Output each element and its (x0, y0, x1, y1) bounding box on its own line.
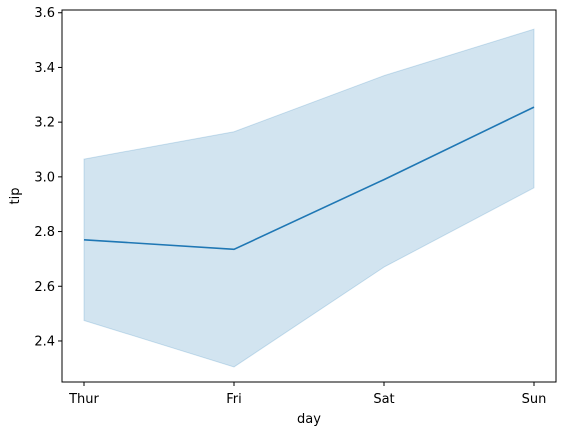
series-line (83, 106, 535, 251)
y-tick-label: 3.2 (34, 116, 55, 131)
x-tick-label: Thur (68, 392, 99, 407)
axes-frame (61, 9, 557, 383)
y-tick-label: 3.0 (34, 170, 55, 185)
y-tick-label: 2.8 (34, 225, 55, 240)
x-tick-label: Sat (373, 392, 394, 407)
y-tick-label: 3.4 (34, 61, 55, 76)
x-axis-ticks: Thur Fri Sat Sun (68, 382, 546, 407)
plot-area (83, 28, 535, 368)
confidence-band (83, 28, 535, 368)
x-tick-label: Sun (522, 392, 547, 407)
y-tick-label: 3.6 (34, 6, 55, 21)
y-axis-ticks: 2.4 2.6 2.8 3.0 3.2 3.4 3.6 (34, 6, 62, 349)
y-tick-label: 2.6 (34, 280, 55, 295)
x-tick-label: Fri (226, 392, 242, 407)
x-axis-label: day (297, 412, 321, 427)
y-tick-label: 2.4 (34, 334, 55, 349)
y-axis-label: tip (8, 188, 23, 205)
